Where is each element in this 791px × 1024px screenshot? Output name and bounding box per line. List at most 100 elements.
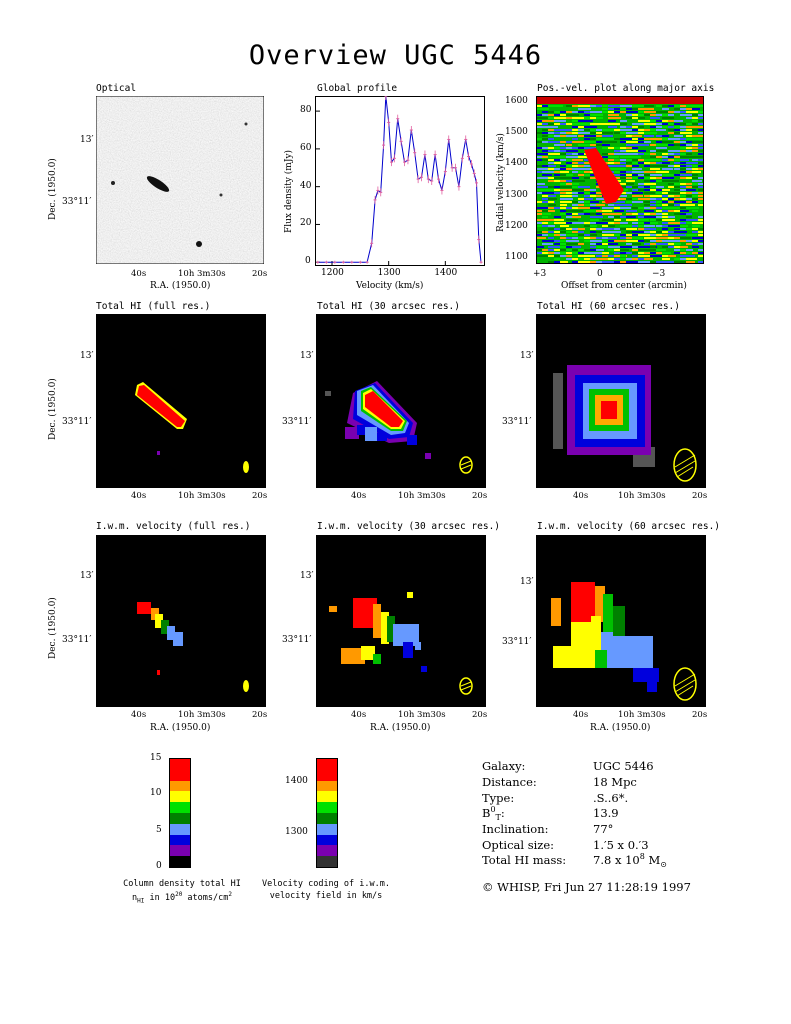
pv-noise-cell bbox=[692, 210, 698, 212]
pv-noise-cell bbox=[548, 129, 559, 131]
pv-noise-cell bbox=[662, 204, 670, 206]
pv-noise-cell bbox=[680, 123, 691, 125]
pv-noise-cell bbox=[554, 189, 561, 191]
pv-noise-cell bbox=[656, 111, 668, 113]
pv-noise-cell bbox=[572, 243, 583, 245]
pv-noise-cell bbox=[578, 165, 587, 167]
pv-noise-cell bbox=[650, 234, 661, 236]
pv-noise-cell bbox=[668, 192, 678, 194]
pv-noise-cell bbox=[692, 150, 702, 152]
pv-noise-cell bbox=[566, 114, 579, 116]
pv-noise-cell bbox=[698, 135, 704, 137]
ra-tick-20-r2b: 20s bbox=[472, 491, 488, 501]
pv-noise-cell bbox=[542, 243, 553, 245]
ra-tick-40-r2b: 40s bbox=[351, 491, 367, 501]
pv-noise-cell bbox=[602, 210, 612, 212]
pv-noise-cell bbox=[674, 108, 685, 110]
pv-noise-cell bbox=[662, 162, 670, 164]
pv-noise-cell bbox=[578, 111, 587, 113]
dec-tick-13-r3: 13′ bbox=[80, 571, 94, 581]
pv-noise-cell bbox=[548, 150, 558, 152]
pv-noise-cell bbox=[536, 255, 547, 257]
pv-noise-cell bbox=[560, 249, 566, 251]
pv-noise-cell bbox=[662, 144, 669, 146]
pv-noise-cell bbox=[686, 219, 697, 221]
pv-noise-cell bbox=[662, 105, 673, 107]
pv-noise-cell bbox=[674, 132, 684, 134]
pv-noise-cell bbox=[650, 180, 661, 182]
pv-noise-cell bbox=[686, 144, 697, 146]
type-key: Type: bbox=[482, 791, 515, 805]
pv-noise-cell bbox=[536, 108, 549, 110]
pv-noise-cell bbox=[542, 216, 548, 218]
pv-noise-cell bbox=[560, 180, 569, 182]
pv-noise-cell bbox=[680, 132, 691, 134]
pv-noise-cell bbox=[560, 201, 573, 203]
pv-noise-cell bbox=[680, 249, 686, 251]
pv-noise-cell bbox=[614, 105, 621, 107]
pv-noise-cell bbox=[692, 231, 698, 233]
pv-noise-cell bbox=[674, 231, 687, 233]
vel-tick-1300: 1300 bbox=[285, 827, 308, 837]
pv-noise-cell bbox=[536, 237, 546, 239]
pv-noise-cell bbox=[668, 138, 681, 140]
pv-noise-cell bbox=[614, 258, 620, 260]
pv-noise-cell bbox=[692, 123, 702, 125]
pv-noise-cell bbox=[572, 111, 582, 113]
pv-noise-cell bbox=[650, 165, 663, 167]
pv-noise-cell bbox=[674, 204, 682, 206]
pv-noise-cell bbox=[626, 108, 632, 110]
pv-noise-cell bbox=[644, 186, 650, 188]
pv-noise-cell bbox=[536, 126, 544, 128]
pv-noise-cell bbox=[662, 156, 668, 158]
pv-noise-cell bbox=[686, 168, 696, 170]
offset-tick-minus3: −3 bbox=[652, 269, 666, 279]
pv-noise-cell bbox=[572, 159, 583, 161]
pv-noise-cell bbox=[632, 192, 643, 194]
pv-noise-cell bbox=[560, 174, 569, 176]
pv-noise-cell bbox=[590, 174, 597, 176]
pv-noise-cell bbox=[698, 144, 704, 146]
pv-noise-cell bbox=[668, 198, 679, 200]
pv-noise-cell bbox=[626, 111, 632, 113]
dec-tick-33-11-r3b: 33°11′ bbox=[282, 635, 312, 645]
density-caption-1: Column density total HI bbox=[123, 879, 241, 889]
pv-noise-cell bbox=[626, 138, 636, 140]
pv-noise-cell bbox=[632, 237, 643, 239]
pv-noise-cell bbox=[686, 201, 696, 203]
pv-noise-cell bbox=[596, 117, 603, 119]
pv-noise-cell bbox=[650, 255, 662, 257]
pv-noise-cell bbox=[644, 138, 655, 140]
pv-noise-cell bbox=[626, 219, 633, 221]
pv-noise-cell bbox=[596, 228, 606, 230]
pv-emission bbox=[584, 148, 624, 204]
pv-noise-cell bbox=[608, 237, 617, 239]
pv-noise-cell bbox=[578, 207, 588, 209]
pv-noise-cell bbox=[692, 174, 698, 176]
pv-noise-cell bbox=[554, 150, 565, 152]
pv-noise-cell bbox=[644, 228, 656, 230]
pv-noise-cell bbox=[602, 129, 608, 131]
velocity-axis-label: Velocity (km/s) bbox=[356, 281, 424, 291]
pv-noise-cell bbox=[596, 255, 604, 257]
pv-noise-cell bbox=[614, 204, 624, 206]
pv-noise-cell bbox=[584, 120, 593, 122]
pv-noise-cell bbox=[650, 204, 657, 206]
pv-noise-cell bbox=[578, 120, 588, 122]
pv-noise-cell bbox=[668, 195, 676, 197]
pv-noise-cell bbox=[680, 198, 686, 200]
pv-noise-cell bbox=[590, 219, 599, 221]
pv-noise-cell bbox=[638, 108, 645, 110]
pv-noise-cell bbox=[548, 237, 554, 239]
pv-noise-cell bbox=[584, 135, 595, 137]
pv-noise-cell bbox=[548, 231, 556, 233]
pv-noise-cell bbox=[680, 258, 690, 260]
pv-noise-cell bbox=[698, 252, 704, 254]
pv-noise-cell bbox=[566, 132, 575, 134]
pv-noise-cell bbox=[668, 201, 677, 203]
pv-noise-cell bbox=[656, 129, 666, 131]
pv-noise-cell bbox=[638, 150, 646, 152]
pv-noise-cell bbox=[536, 189, 548, 191]
pv-noise-cell bbox=[632, 105, 640, 107]
pv-noise-cell bbox=[578, 126, 589, 128]
